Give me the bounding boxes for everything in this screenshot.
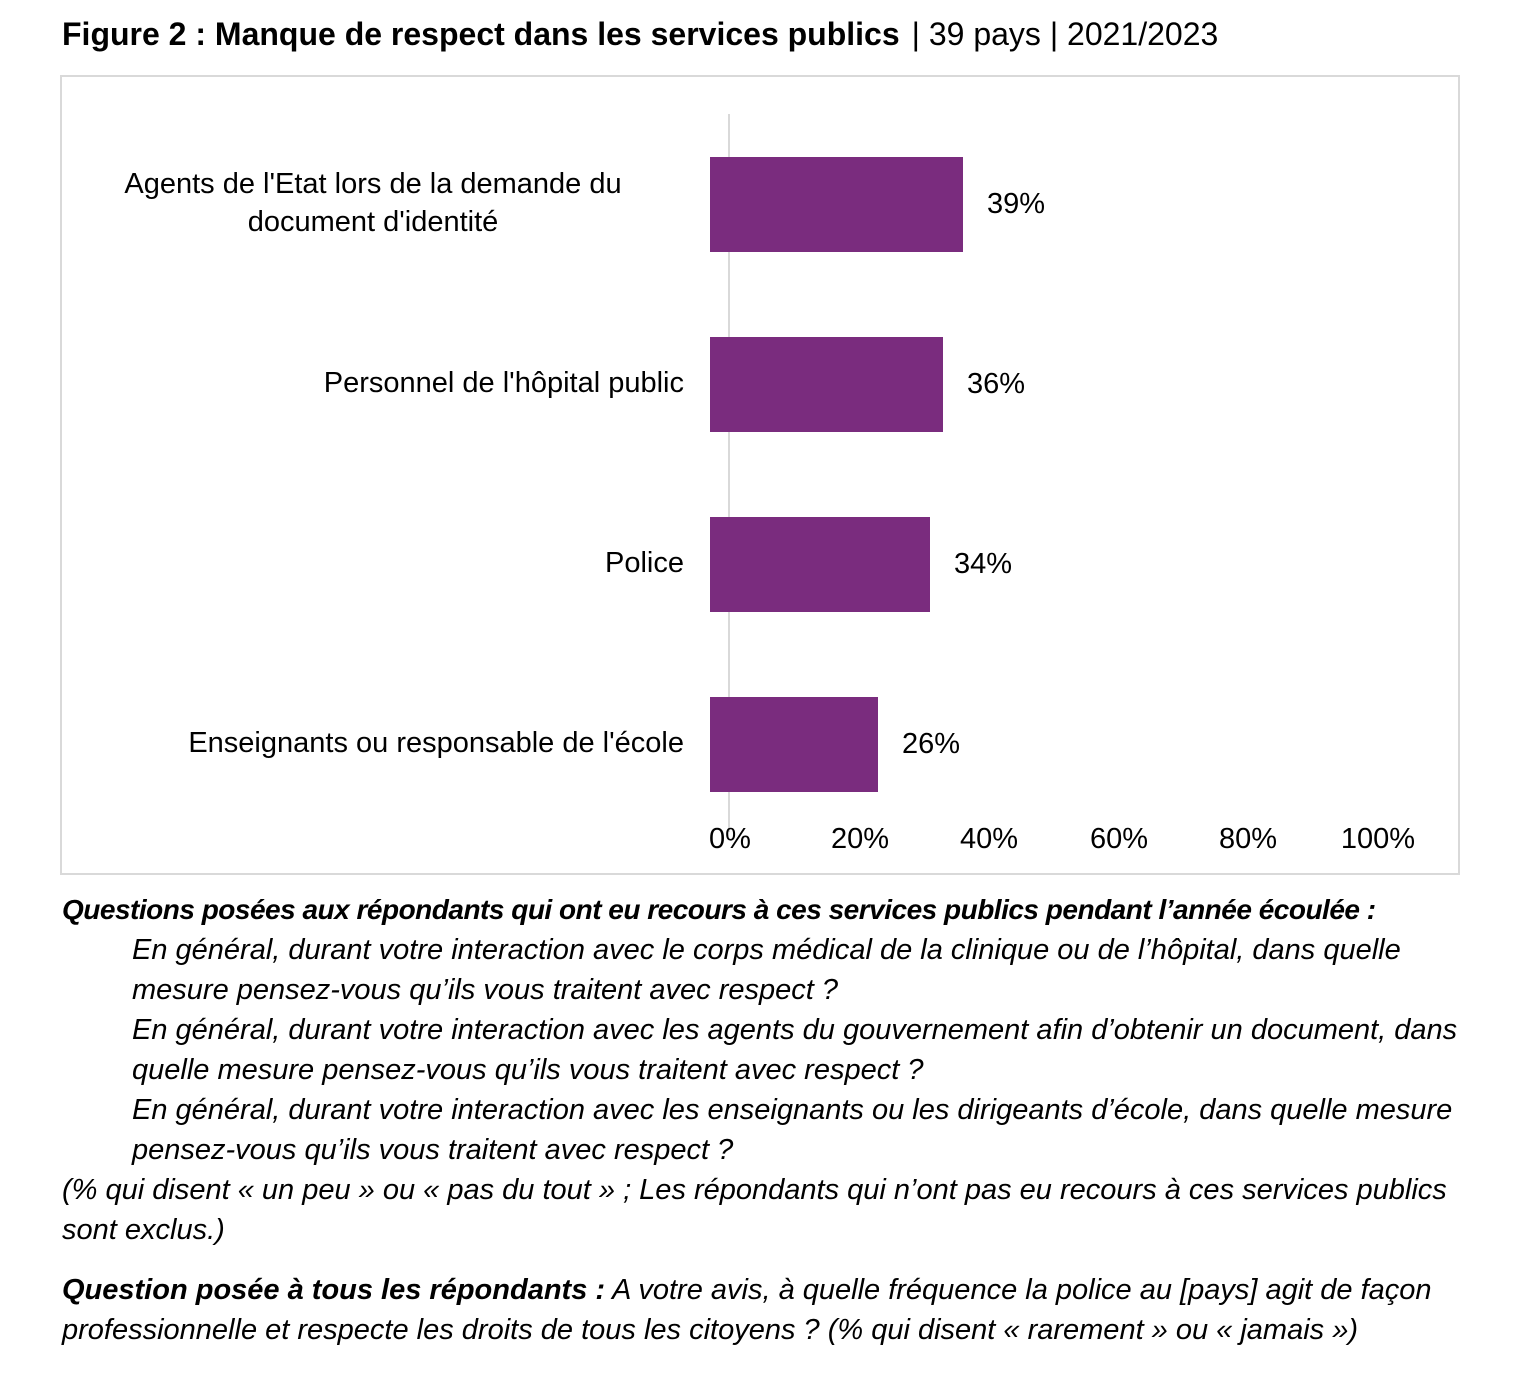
services-question-intro: Questions posées aux répondants qui ont … xyxy=(62,894,1376,925)
bar-agents xyxy=(710,156,963,252)
services-question-2: En général, durant votre interaction ave… xyxy=(132,1013,1458,1086)
services-question-3: En général, durant votre interaction ave… xyxy=(132,1093,1453,1166)
x-axis-tick-label: 40% xyxy=(959,823,1019,855)
bar-police xyxy=(710,516,930,612)
figure-title-main: Figure 2 : Manque de respect dans les se… xyxy=(62,16,900,52)
category-label: Police xyxy=(605,547,684,580)
bar-value-label: 36% xyxy=(967,367,1026,400)
x-axis-tick-label: 100% xyxy=(1340,823,1416,855)
bar-hopital xyxy=(710,336,943,432)
figure-title: Figure 2 : Manque de respect dans les se… xyxy=(62,16,1218,53)
bar-enseignants xyxy=(710,696,878,792)
police-question: Question posée à tous les répondants : A… xyxy=(62,1270,1470,1350)
x-axis-tick-label: 80% xyxy=(1218,823,1278,855)
services-note: (% qui disent « un peu » ou « pas du tou… xyxy=(62,1173,1447,1246)
category-label: Enseignants ou responsable de l'école xyxy=(188,727,684,760)
chart-area: Agents de l'Etat lors de la demande du d… xyxy=(60,75,1460,875)
bar-value-label: 39% xyxy=(987,187,1046,220)
police-question-text: A votre avis, à quelle fréquence la poli… xyxy=(62,1273,1432,1346)
x-axis-tick-label: 20% xyxy=(830,823,890,855)
category-label: Agents de l'Etat lors de la demande du d… xyxy=(124,168,622,238)
bar-row-agents: Agents de l'Etat lors de la demande du d… xyxy=(62,114,1458,294)
services-question-1: En général, durant votre interaction ave… xyxy=(132,933,1401,1006)
bar-value-label: 26% xyxy=(902,727,961,760)
bar-value-label: 34% xyxy=(954,547,1013,580)
figure-title-suffix: | 39 pays | 2021/2023 xyxy=(911,16,1219,52)
y-axis-line xyxy=(728,114,730,832)
x-axis-tick-label: 60% xyxy=(1089,823,1149,855)
x-axis-tick-label: 0% xyxy=(709,823,751,855)
x-axis: 0% 20% 40% 60% 80% 100% xyxy=(709,823,1415,865)
bar-row-police: Police 34% xyxy=(62,474,1458,654)
bar-row-enseignants: Enseignants ou responsable de l'école 26… xyxy=(62,654,1458,834)
police-question-intro: Question posée à tous les répondants : xyxy=(62,1273,606,1306)
category-label: Personnel de l'hôpital public xyxy=(323,367,684,400)
bar-row-hopital: Personnel de l'hôpital public 36% xyxy=(62,294,1458,474)
notes-section: Questions posées aux répondants qui ont … xyxy=(62,891,1470,1350)
